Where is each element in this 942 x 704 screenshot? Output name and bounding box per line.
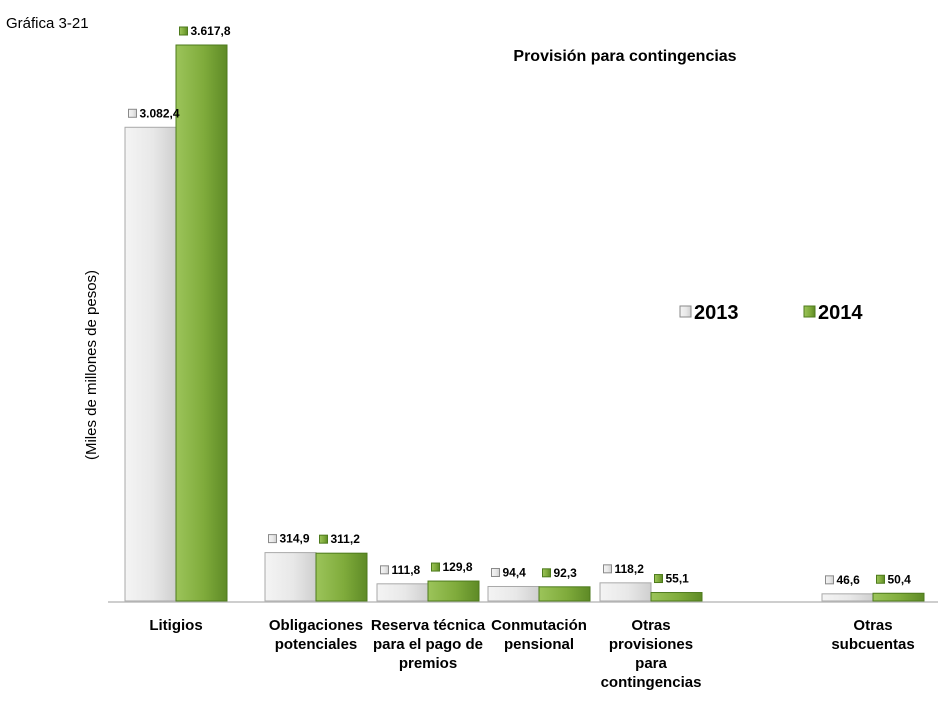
- bar-2014-2: [427, 580, 480, 602]
- data-label-2013-4: 118,2: [603, 562, 645, 576]
- data-label-text-2014-3: 92,3: [554, 566, 578, 580]
- data-label-text-2014-2: 129,8: [443, 560, 473, 574]
- data-label-2014-1: 311,2: [319, 532, 361, 546]
- data-labels-group: 3.082,4 3.617,8 314,9 311,2 111,8 129,8 94,4 92…: [128, 24, 912, 587]
- data-label-2014-3: 92,3: [542, 566, 578, 580]
- data-label-text-2013-2: 111,8: [392, 563, 421, 577]
- category-label-4-line-2: para: [635, 655, 667, 672]
- data-label-2014-2: 129,8: [431, 560, 473, 574]
- bar-2014-4: [650, 592, 703, 602]
- legend-label-2014: 2014: [818, 302, 863, 324]
- category-label-1: Obligaciones potenciales: [269, 617, 363, 653]
- data-label-swatch-2014-5: [876, 574, 885, 584]
- data-label-swatch-2014-1: [319, 534, 328, 544]
- data-label-2013-3: 94,4: [491, 565, 527, 579]
- category-label-2-line-0: Reserva técnica: [371, 617, 486, 634]
- bar-2013-2: [376, 583, 429, 602]
- data-label-text-2013-3: 94,4: [503, 565, 527, 579]
- category-label-2-line-2: premios: [399, 655, 457, 672]
- data-label-text-2013-0: 3.082,4: [140, 106, 180, 120]
- data-label-swatch-2013-5: [825, 575, 834, 585]
- data-label-text-2014-5: 50,4: [888, 572, 912, 586]
- bar-2014-5: [872, 592, 925, 602]
- category-label-4-line-0: Otras: [631, 617, 670, 634]
- bar-2013-0: [124, 126, 177, 602]
- data-label-text-2014-4: 55,1: [666, 572, 690, 586]
- data-label-2013-0: 3.082,4: [128, 106, 180, 120]
- legend-swatch-2013: [679, 305, 692, 318]
- chart-title: Provisión para contingencias: [513, 48, 736, 65]
- bar-2013-4: [599, 582, 652, 602]
- y-axis-label: (Miles de millones de pesos): [83, 270, 100, 460]
- data-label-swatch-2014-4: [654, 574, 663, 584]
- data-label-2013-1: 314,9: [268, 532, 310, 546]
- category-label-2: Reserva técnica para el pago de premios: [371, 617, 486, 672]
- category-label-5: Otras subcuentas: [831, 617, 914, 653]
- bar-2013-3: [487, 585, 540, 602]
- data-label-swatch-2013-3: [491, 567, 500, 577]
- category-label-4-line-1: provisiones: [609, 636, 693, 653]
- data-label-text-2013-1: 314,9: [280, 532, 310, 546]
- data-label-2013-5: 46,6: [825, 573, 861, 587]
- category-label-5-line-0: Otras: [853, 617, 892, 634]
- category-labels-group: Litigios Obligaciones potenciales Reserva t…: [149, 617, 914, 691]
- bar-2013-1: [264, 552, 317, 602]
- data-label-2013-2: 111,8: [380, 563, 421, 577]
- bars-group: [124, 44, 925, 602]
- category-label-1-line-0: Obligaciones: [269, 617, 363, 634]
- category-label-3: Conmutación pensional: [491, 617, 587, 653]
- legend: 2013 2014: [679, 302, 863, 324]
- category-label-0-line-0: Litigios: [149, 617, 202, 634]
- data-label-2014-0: 3.617,8: [179, 24, 231, 38]
- data-label-swatch-2014-2: [431, 562, 440, 572]
- data-label-text-2014-0: 3.617,8: [191, 24, 231, 38]
- data-label-swatch-2014-3: [542, 568, 551, 578]
- data-label-swatch-2013-0: [128, 108, 137, 118]
- bar-2014-1: [315, 552, 368, 602]
- data-label-swatch-2013-4: [603, 564, 612, 574]
- data-label-text-2014-1: 311,2: [331, 532, 361, 546]
- category-label-3-line-1: pensional: [504, 636, 574, 653]
- legend-item-2014: 2014: [803, 302, 863, 324]
- bar-2013-5: [821, 593, 874, 602]
- bar-2014-3: [538, 586, 591, 602]
- data-label-text-2013-5: 46,6: [837, 573, 861, 587]
- legend-item-2013: 2013: [679, 302, 739, 324]
- legend-swatch-2014: [803, 305, 816, 318]
- bar-2014-0: [175, 44, 228, 602]
- data-label-text-2013-4: 118,2: [615, 562, 645, 576]
- category-label-4: Otras provisiones para contingencias: [601, 617, 702, 691]
- data-label-swatch-2014-0: [179, 26, 188, 36]
- data-label-2014-5: 50,4: [876, 572, 912, 586]
- category-label-1-line-1: potenciales: [275, 636, 358, 653]
- category-label-4-line-3: contingencias: [601, 674, 702, 691]
- category-label-0: Litigios: [149, 617, 202, 634]
- legend-label-2013: 2013: [694, 302, 739, 324]
- category-label-5-line-1: subcuentas: [831, 636, 914, 653]
- data-label-swatch-2013-2: [380, 565, 389, 575]
- category-label-3-line-0: Conmutación: [491, 617, 587, 634]
- figure-label: Gráfica 3-21: [6, 15, 89, 32]
- data-label-swatch-2013-1: [268, 534, 277, 544]
- category-label-2-line-1: para el pago de: [373, 636, 483, 653]
- data-label-2014-4: 55,1: [654, 572, 690, 586]
